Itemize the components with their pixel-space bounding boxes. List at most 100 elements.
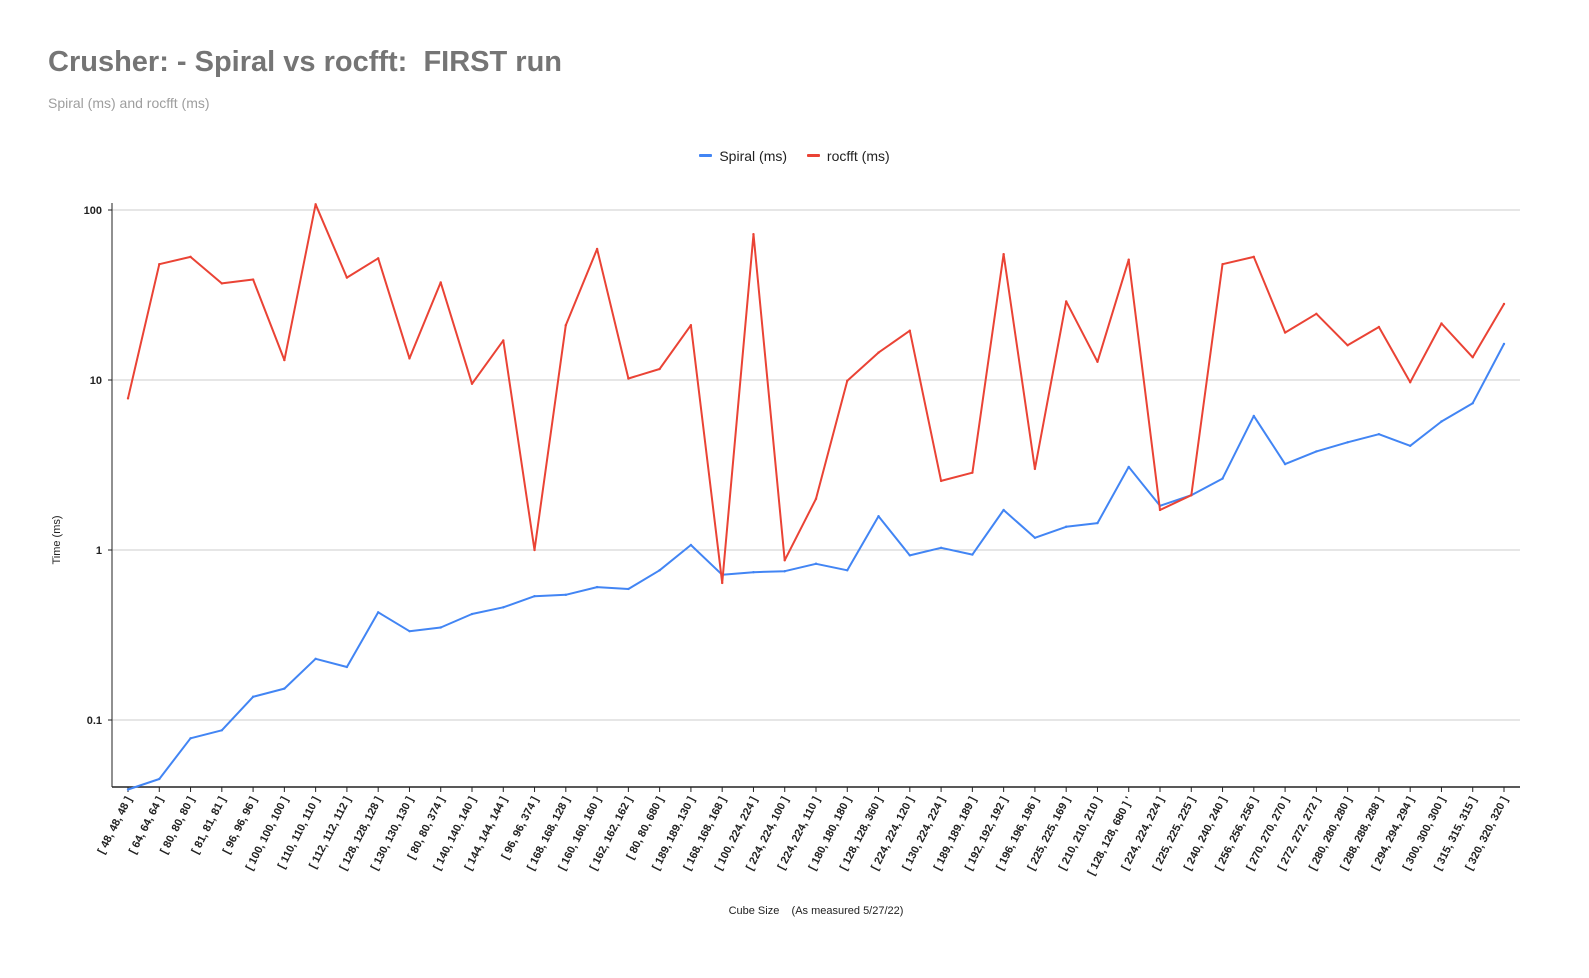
data-point-spiral xyxy=(1377,432,1381,436)
y-tick-label: 1 xyxy=(96,545,102,557)
data-point-rocfft xyxy=(439,281,442,284)
data-point-spiral xyxy=(939,546,943,550)
data-point-rocfft xyxy=(1502,302,1506,306)
data-point-rocfft xyxy=(877,351,880,354)
data-point-spiral xyxy=(658,569,661,572)
data-point-rocfft xyxy=(251,278,255,281)
data-point-rocfft xyxy=(939,479,943,483)
data-point-spiral xyxy=(1096,521,1099,525)
data-point-rocfft xyxy=(1408,381,1412,384)
data-point-spiral xyxy=(1127,465,1130,469)
data-point-spiral xyxy=(283,687,286,690)
data-point-spiral xyxy=(470,612,474,616)
data-point-rocfft xyxy=(283,358,286,362)
data-point-spiral xyxy=(345,665,349,669)
data-point-rocfft xyxy=(1127,258,1130,261)
data-point-rocfft xyxy=(1002,252,1005,256)
chart-subtitle: Spiral (ms) and rocfft (ms) xyxy=(48,95,210,111)
legend-swatch-rocfft xyxy=(806,154,820,157)
data-point-spiral xyxy=(1315,450,1318,453)
data-point-rocfft xyxy=(1377,325,1381,329)
data-point-rocfft xyxy=(846,379,849,382)
data-point-spiral xyxy=(1064,525,1068,528)
data-point-rocfft xyxy=(689,324,693,327)
data-point-rocfft xyxy=(1064,300,1068,303)
series-line-spiral xyxy=(127,342,1505,791)
data-point-rocfft xyxy=(752,233,755,236)
data-point-spiral xyxy=(783,570,786,573)
data-point-rocfft xyxy=(502,339,505,342)
y-axis-ticks: 0.1 1 10 100 xyxy=(84,205,112,727)
legend: Spiral (ms) rocfft (ms) xyxy=(0,144,1589,164)
data-point-spiral xyxy=(220,729,224,732)
data-point-rocfft xyxy=(908,329,912,332)
data-point-rocfft xyxy=(126,397,130,400)
data-point-rocfft xyxy=(971,471,974,474)
data-point-rocfft xyxy=(1158,508,1162,512)
data-point-rocfft xyxy=(220,282,224,285)
data-point-rocfft xyxy=(658,367,661,371)
data-point-spiral xyxy=(1002,508,1005,512)
data-point-spiral xyxy=(439,626,442,629)
data-point-spiral xyxy=(627,587,630,591)
data-point-rocfft xyxy=(720,581,724,585)
data-point-spiral xyxy=(1408,444,1412,448)
data-point-rocfft xyxy=(158,262,161,266)
x-axis-title: Cube Size (As measured 5/27/22) xyxy=(729,905,904,917)
data-point-spiral xyxy=(595,585,599,589)
data-point-rocfft xyxy=(814,497,818,501)
data-point-spiral xyxy=(1346,441,1349,444)
data-point-rocfft xyxy=(1033,467,1037,471)
data-point-spiral xyxy=(1221,477,1224,480)
data-point-spiral xyxy=(1471,402,1474,405)
data-point-spiral xyxy=(1440,420,1443,423)
data-point-rocfft xyxy=(1346,344,1349,347)
data-point-rocfft xyxy=(345,276,349,279)
data-point-rocfft xyxy=(1221,262,1224,266)
data-point-rocfft xyxy=(1283,331,1287,334)
data-point-spiral xyxy=(314,657,317,661)
data-point-rocfft xyxy=(189,255,192,259)
data-point-rocfft xyxy=(408,357,411,360)
data-point-spiral xyxy=(971,553,974,556)
series-line-rocfft xyxy=(127,203,1505,584)
data-point-spiral xyxy=(251,695,255,698)
data-point-spiral xyxy=(846,569,849,572)
y-tick-label: 100 xyxy=(84,205,102,217)
data-point-spiral xyxy=(158,777,161,781)
data-point-rocfft xyxy=(1315,312,1318,316)
data-point-rocfft xyxy=(376,257,380,260)
x-axis-ticks: [ 48, 48, 48 ][ 64, 64, 64 ][ 80, 80, 80… xyxy=(96,787,1511,877)
data-point-rocfft xyxy=(627,377,630,380)
gridlines xyxy=(112,209,1520,721)
data-point-rocfft xyxy=(1440,322,1443,325)
data-point-spiral xyxy=(533,594,536,598)
data-point-rocfft xyxy=(595,247,599,251)
data-point-rocfft xyxy=(470,382,474,385)
data-point-spiral xyxy=(689,543,693,547)
series-lines xyxy=(126,203,1506,791)
data-point-spiral xyxy=(564,593,568,597)
data-point-spiral xyxy=(126,788,130,791)
data-point-spiral xyxy=(877,515,880,518)
data-point-spiral xyxy=(908,554,912,557)
legend-item-rocfft[interactable]: rocfft (ms) xyxy=(806,147,890,164)
data-point-spiral xyxy=(814,562,818,565)
data-point-rocfft xyxy=(314,203,317,206)
y-axis-title: Time (ms) xyxy=(51,515,63,564)
y-tick-label: 10 xyxy=(90,375,102,387)
data-point-spiral xyxy=(376,611,380,614)
data-point-rocfft xyxy=(564,324,568,327)
data-point-rocfft xyxy=(1471,356,1474,359)
legend-swatch-spiral xyxy=(699,154,713,157)
data-point-spiral xyxy=(752,571,755,574)
y-tick-label: 0.1 xyxy=(87,715,102,727)
data-point-spiral xyxy=(502,606,505,609)
legend-label-rocfft: rocfft (ms) xyxy=(826,147,890,164)
data-point-spiral xyxy=(1033,536,1037,539)
legend-item-spiral[interactable]: Spiral (ms) xyxy=(699,148,787,164)
data-point-spiral xyxy=(1283,462,1287,466)
data-point-rocfft xyxy=(533,548,536,552)
data-point-rocfft xyxy=(1096,360,1099,363)
